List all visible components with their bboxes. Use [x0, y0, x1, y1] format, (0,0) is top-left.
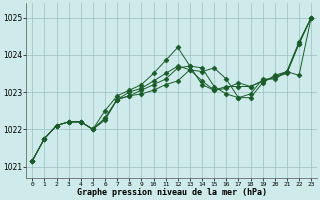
- X-axis label: Graphe pression niveau de la mer (hPa): Graphe pression niveau de la mer (hPa): [77, 188, 267, 197]
